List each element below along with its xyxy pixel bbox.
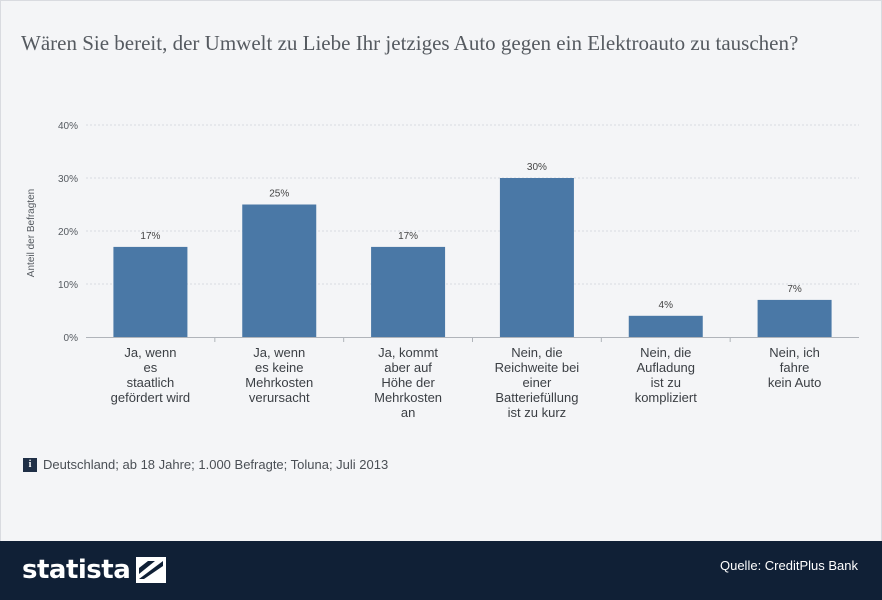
x-tick-label-line: Ja, wenn: [124, 345, 176, 360]
bar-chart: 0% 10% 20% 30% 40% Anteil der Befragten 17% Ja,…: [26, 121, 859, 420]
x-tick-label: Nein, ich fahre kein Auto: [768, 345, 822, 390]
x-tick-label-line: Mehrkosten: [374, 390, 442, 405]
data-label: 4%: [659, 300, 674, 311]
source-text: Quelle: CreditPlus Bank: [719, 558, 858, 573]
x-tick-label-line: aber auf: [384, 360, 432, 375]
x-tick-label-line: Ja, kommt: [378, 345, 438, 360]
x-tick-label-line: an: [401, 405, 415, 420]
data-label: 17%: [140, 231, 160, 242]
x-tick-label-line: kein Auto: [768, 375, 822, 390]
chart-title: Wären Sie bereit, der Umwelt zu Liebe Ih…: [21, 31, 799, 55]
y-axis-label: Anteil der Befragten: [26, 189, 37, 277]
x-tick-label-line: Reichweite bei: [495, 360, 580, 375]
chart-card: Wären Sie bereit, der Umwelt zu Liebe Ih…: [0, 0, 882, 542]
info-note: i Deutschland; ab 18 Jahre; 1.000 Befrag…: [23, 457, 388, 472]
x-tick-label-line: Batteriefüllung: [495, 390, 578, 405]
footer: statista Quelle: CreditPlus Bank: [0, 541, 882, 600]
x-tick-label: Ja, wenn es staatlich gefördert wird: [111, 345, 190, 405]
logo-text: statista: [22, 555, 131, 585]
bar: [757, 299, 832, 337]
statista-logo-icon: [136, 557, 167, 583]
bar: [628, 315, 703, 337]
x-tick-label-line: ist zu kurz: [508, 405, 567, 420]
bar: [113, 246, 188, 337]
bar: [371, 246, 446, 337]
x-tick-label-line: verursacht: [249, 390, 310, 405]
y-tick-label: 0%: [64, 333, 79, 344]
x-tick-label-line: Aufladung: [636, 360, 695, 375]
y-tick-label: 40%: [58, 121, 78, 132]
x-tick-label: Nein, die Aufladung ist zu kompliziert: [635, 345, 698, 405]
x-tick-label-line: staatlich: [127, 375, 175, 390]
x-tick-label: Nein, die Reichweite bei einer Batteriefüll…: [495, 345, 580, 420]
statista-logo[interactable]: statista: [22, 555, 167, 585]
x-tick-label-line: gefördert wird: [111, 390, 190, 405]
x-tick-label-line: kompliziert: [635, 390, 698, 405]
x-tick-label-line: Ja, wenn: [253, 345, 305, 360]
data-label: 30%: [527, 162, 547, 173]
bar: [499, 178, 574, 337]
x-tick-label-line: fahre: [780, 360, 810, 375]
x-tick-label-line: ist zu: [651, 375, 681, 390]
x-tick-label-line: Nein, die: [640, 345, 691, 360]
y-tick-label: 20%: [58, 227, 78, 238]
x-tick-label-line: es: [144, 360, 158, 375]
x-tick-label-line: Höhe der: [381, 375, 435, 390]
data-label: 17%: [398, 231, 418, 242]
x-tick-label-line: Nein, ich: [769, 345, 820, 360]
bar: [242, 204, 317, 337]
data-label: 25%: [269, 189, 289, 200]
x-tick-label: Ja, wenn es keine Mehrkosten verursacht: [245, 345, 313, 405]
x-tick-label-line: einer: [522, 375, 552, 390]
data-label: 7%: [787, 284, 802, 295]
info-text: Deutschland; ab 18 Jahre; 1.000 Befragte…: [43, 457, 389, 472]
info-icon[interactable]: i: [23, 457, 37, 472]
x-tick-label-line: es keine: [255, 360, 303, 375]
y-tick-label: 10%: [58, 280, 78, 291]
y-tick-label: 30%: [58, 174, 78, 185]
x-tick-label: Ja, kommt aber auf Höhe der Mehrkosten an: [374, 345, 442, 420]
x-tick-label-line: Mehrkosten: [245, 375, 313, 390]
x-tick-label-line: Nein, die: [511, 345, 562, 360]
